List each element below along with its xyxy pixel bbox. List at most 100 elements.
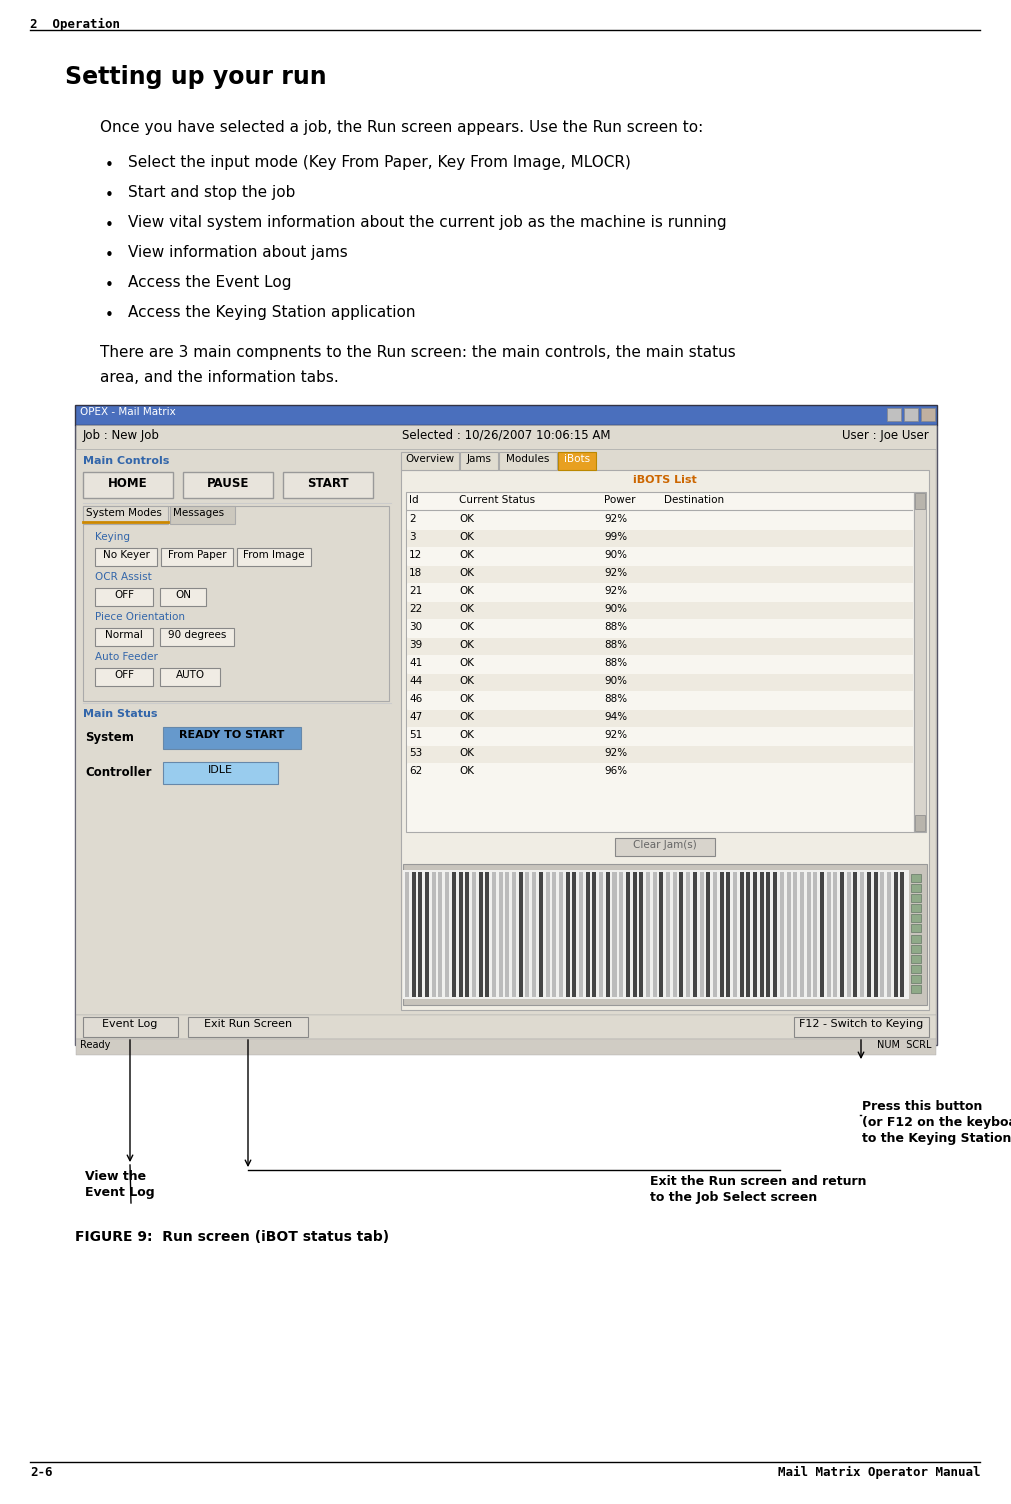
Bar: [579, 872, 583, 997]
Bar: [911, 895, 921, 902]
Bar: [779, 872, 784, 997]
Text: Exit Run Screen: Exit Run Screen: [204, 1020, 292, 1029]
Bar: [407, 656, 913, 672]
Text: System: System: [85, 731, 133, 744]
Text: Current Status: Current Status: [459, 495, 535, 505]
Bar: [75, 426, 937, 1045]
Text: 22: 22: [409, 605, 423, 614]
Bar: [407, 728, 913, 744]
Text: Once you have selected a job, the Run screen appears. Use the Run screen to:: Once you have selected a job, the Run sc…: [100, 120, 704, 135]
Bar: [552, 872, 556, 997]
Text: OK: OK: [459, 659, 474, 668]
Text: 88%: 88%: [604, 659, 627, 668]
Text: View information about jams: View information about jams: [128, 245, 348, 260]
Text: 3: 3: [409, 532, 416, 541]
Text: 12: 12: [409, 550, 423, 559]
Bar: [532, 872, 536, 997]
Bar: [160, 588, 206, 606]
Text: READY TO START: READY TO START: [179, 729, 285, 740]
Text: 94%: 94%: [604, 711, 627, 722]
Text: Event Log: Event Log: [102, 1020, 158, 1029]
Text: 51: 51: [409, 729, 423, 740]
Bar: [585, 872, 589, 997]
Text: FIGURE 9:  Run screen (iBOT status tab): FIGURE 9: Run screen (iBOT status tab): [75, 1230, 389, 1244]
Bar: [478, 872, 482, 997]
Bar: [465, 872, 469, 997]
Text: iBots: iBots: [564, 454, 590, 465]
Bar: [83, 505, 168, 523]
Text: 2  Operation: 2 Operation: [30, 18, 120, 32]
Bar: [76, 1015, 936, 1039]
Text: OK: OK: [459, 605, 474, 614]
Bar: [160, 629, 234, 647]
Text: OFF: OFF: [114, 590, 134, 600]
Bar: [759, 872, 763, 997]
Text: No Keyer: No Keyer: [102, 550, 150, 559]
Bar: [459, 872, 463, 997]
Text: IDLE: IDLE: [207, 766, 233, 775]
Bar: [83, 1017, 178, 1036]
Bar: [904, 408, 918, 421]
Text: 41: 41: [409, 659, 423, 668]
Bar: [513, 872, 516, 997]
Text: AUTO: AUTO: [176, 669, 204, 680]
Bar: [726, 872, 730, 997]
Bar: [911, 955, 921, 963]
Bar: [813, 872, 817, 997]
Text: OK: OK: [459, 747, 474, 758]
Bar: [558, 453, 596, 469]
Bar: [911, 975, 921, 982]
Text: 2: 2: [409, 514, 416, 523]
Bar: [472, 872, 476, 997]
Bar: [75, 405, 937, 426]
Bar: [914, 492, 926, 832]
Text: OK: OK: [459, 532, 474, 541]
Text: 47: 47: [409, 711, 423, 722]
Text: From Image: From Image: [244, 550, 304, 559]
Bar: [633, 872, 637, 997]
Bar: [773, 872, 777, 997]
Bar: [76, 426, 936, 450]
Bar: [911, 884, 921, 892]
Bar: [407, 547, 913, 566]
Bar: [407, 692, 913, 708]
Text: F12 - Switch to Keying: F12 - Switch to Keying: [799, 1020, 923, 1029]
Bar: [915, 493, 925, 508]
Bar: [915, 815, 925, 832]
Bar: [626, 872, 630, 997]
Text: Modules: Modules: [507, 454, 550, 465]
Bar: [283, 472, 373, 498]
Bar: [95, 547, 157, 566]
Bar: [613, 872, 617, 997]
Bar: [170, 505, 235, 523]
Bar: [401, 453, 459, 469]
Text: OPEX - Mail Matrix: OPEX - Mail Matrix: [80, 408, 176, 417]
Bar: [160, 668, 220, 686]
Text: 46: 46: [409, 693, 423, 704]
Text: Jams: Jams: [466, 454, 491, 465]
Bar: [95, 668, 153, 686]
Bar: [403, 869, 909, 999]
Bar: [887, 872, 891, 997]
Text: Auto Feeder: Auto Feeder: [95, 653, 158, 662]
Bar: [460, 453, 498, 469]
Bar: [83, 505, 389, 701]
Text: to the Keying Station application: to the Keying Station application: [862, 1133, 1011, 1145]
Text: OK: OK: [459, 550, 474, 559]
Text: 88%: 88%: [604, 641, 627, 650]
Text: Ready: Ready: [80, 1039, 110, 1050]
Bar: [76, 450, 936, 1015]
Bar: [403, 863, 927, 1005]
Text: OK: OK: [459, 623, 474, 632]
Bar: [794, 1017, 929, 1036]
Bar: [659, 872, 663, 997]
Bar: [498, 872, 502, 997]
Bar: [407, 511, 913, 529]
Bar: [405, 872, 409, 997]
Text: 39: 39: [409, 641, 423, 650]
Bar: [860, 872, 864, 997]
Bar: [713, 872, 717, 997]
Text: 90 degrees: 90 degrees: [168, 630, 226, 641]
Bar: [492, 872, 496, 997]
Text: Main Status: Main Status: [83, 708, 158, 719]
